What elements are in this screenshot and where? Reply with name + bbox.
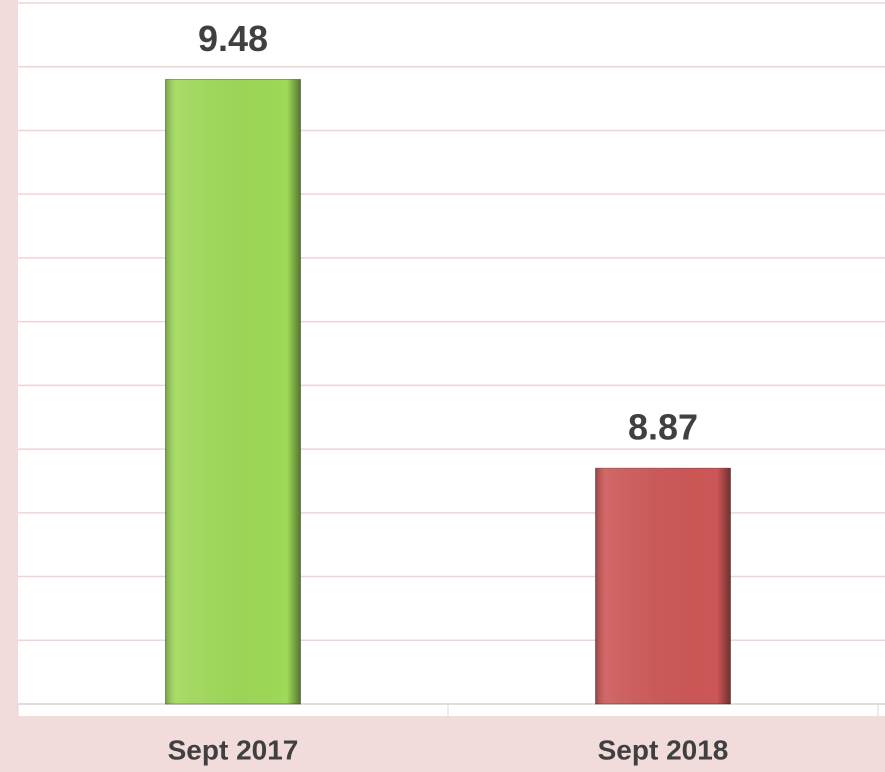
data-label: 8.87 [628, 407, 698, 448]
x-tick-label: Sept 2017 [168, 734, 299, 765]
data-label: 9.48 [198, 18, 268, 59]
bar-shade [165, 79, 301, 705]
plot-area [18, 0, 885, 716]
x-tick-label: Sept 2018 [598, 734, 729, 765]
bar-shade [595, 468, 731, 704]
